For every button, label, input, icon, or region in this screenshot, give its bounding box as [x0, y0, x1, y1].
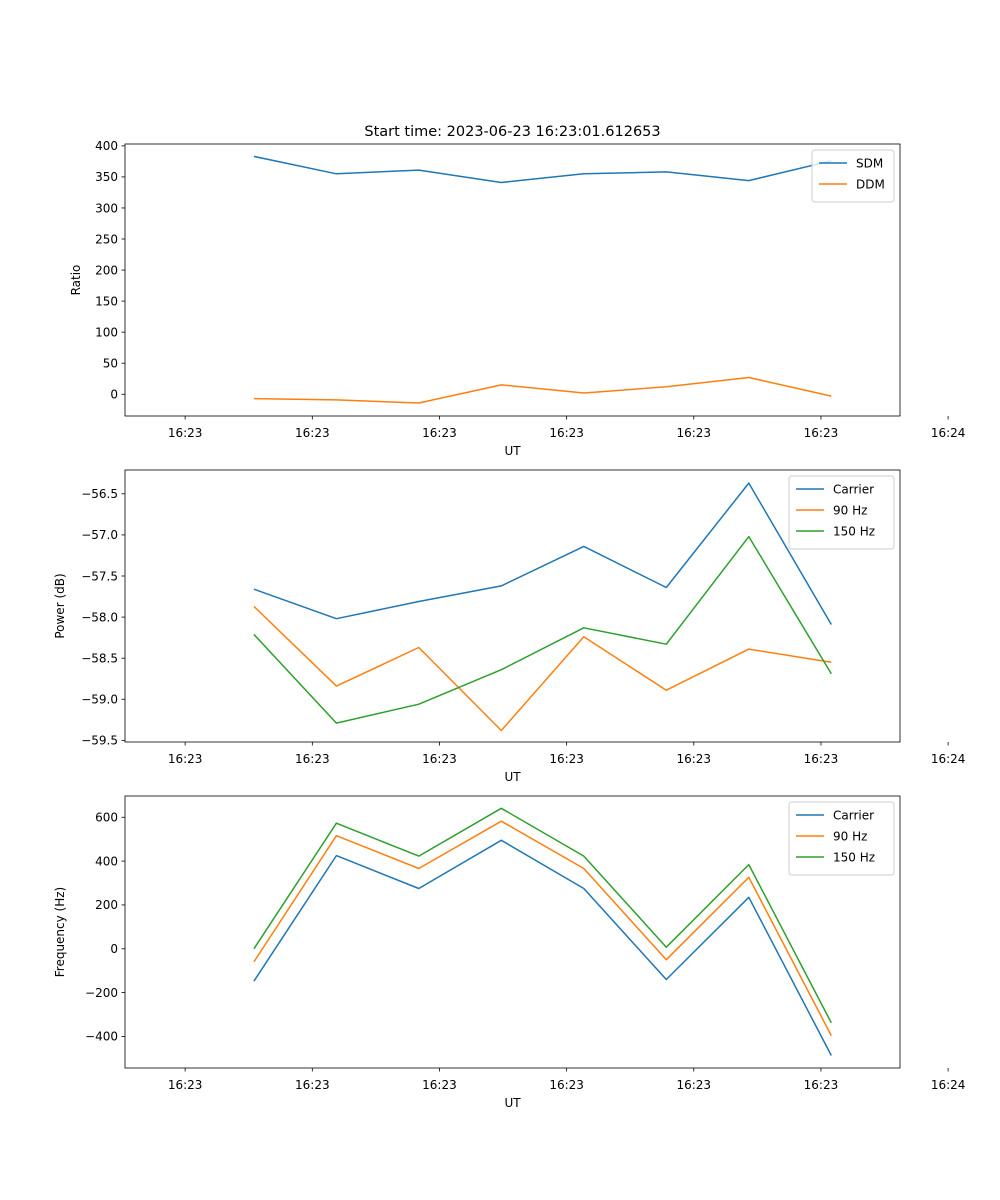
x-tick-label: 16:23	[422, 426, 457, 440]
x-tick-label: 16:23	[295, 426, 330, 440]
legend-label: DDM	[856, 178, 885, 192]
y-tick-label: −58.0	[81, 610, 118, 624]
series-line-90-hz	[253, 820, 832, 1036]
x-tick-label: 16:23	[168, 426, 203, 440]
y-axis-label: Ratio	[69, 265, 83, 296]
axes-frame	[124, 795, 901, 1069]
legend-label: 90 Hz	[833, 504, 867, 518]
x-tick-label: 16:23	[549, 1078, 584, 1092]
x-tick-label: 16:23	[549, 752, 584, 766]
figure-title: Start time: 2023-06-23 16:23:01.612653	[364, 124, 660, 140]
legend-label: Carrier	[833, 483, 874, 497]
y-tick-label: 50	[103, 357, 118, 371]
legend-label: 90 Hz	[833, 830, 867, 844]
y-tick-label: −57.0	[81, 528, 118, 542]
y-tick-label: −59.5	[81, 734, 118, 748]
y-tick-label: −59.0	[81, 693, 118, 707]
series-line-sdm	[253, 155, 832, 184]
y-tick-label: 250	[95, 232, 118, 246]
x-tick-label: 16:23	[168, 1078, 203, 1092]
series-line-90-hz	[253, 605, 832, 732]
x-tick-label: 16:23	[804, 426, 839, 440]
x-tick-label: 16:24	[931, 1078, 966, 1092]
legend-label: SDM	[856, 157, 883, 171]
y-tick-label: 200	[95, 263, 118, 277]
series-line-carrier	[253, 482, 832, 625]
y-tick-label: 0	[110, 388, 118, 402]
y-tick-label: −56.5	[81, 487, 118, 501]
x-tick-label: 16:23	[549, 426, 584, 440]
x-tick-label: 16:24	[931, 426, 966, 440]
y-tick-label: −400	[85, 1030, 118, 1044]
legend-label: Carrier	[833, 809, 874, 823]
x-tick-label: 16:23	[676, 1078, 711, 1092]
series-line-carrier	[253, 839, 832, 1056]
legend: SDM DDM	[811, 149, 895, 203]
x-tick-label: 16:23	[676, 752, 711, 766]
x-axis-label: UT	[504, 770, 521, 784]
y-tick-label: 0	[110, 942, 118, 956]
x-tick-label: 16:23	[804, 1078, 839, 1092]
power-panel: 16:23 16:23 16:23 16:23 16:23 16:23 16:24 −59.5…	[53, 469, 966, 784]
x-tick-label: 16:23	[422, 752, 457, 766]
y-tick-label: 100	[95, 325, 118, 339]
x-tick-label: 16:23	[422, 1078, 457, 1092]
y-axis-label: Frequency (Hz)	[53, 887, 67, 978]
y-tick-label: 400	[95, 854, 118, 868]
legend: Carrier 90 Hz 150 Hz	[788, 475, 895, 550]
y-tick-label: −200	[85, 986, 118, 1000]
x-tick-label: 16:23	[676, 426, 711, 440]
series-line-150-hz	[253, 807, 832, 1024]
y-tick-label: 400	[95, 139, 118, 153]
series-line-150-hz	[253, 535, 832, 724]
x-tick-label: 16:23	[295, 752, 330, 766]
x-axis-label: UT	[504, 1096, 521, 1110]
axes-frame	[124, 469, 901, 743]
x-tick-label: 16:23	[295, 1078, 330, 1092]
axes-frame	[124, 143, 901, 417]
y-tick-label: −57.5	[81, 569, 118, 583]
frequency-panel: 16:23 16:23 16:23 16:23 16:23 16:23 16:24 −400 −…	[53, 795, 966, 1110]
y-tick-label: 150	[95, 294, 118, 308]
x-tick-label: 16:23	[168, 752, 203, 766]
x-tick-label: 16:24	[931, 752, 966, 766]
y-axis-label: Power (dB)	[53, 573, 67, 638]
legend: Carrier 90 Hz 150 Hz	[788, 801, 895, 876]
y-tick-label: 200	[95, 898, 118, 912]
legend-label: 150 Hz	[833, 525, 875, 539]
series-line-ddm	[253, 376, 832, 404]
x-axis-label: UT	[504, 444, 521, 458]
y-tick-label: 350	[95, 170, 118, 184]
y-tick-label: 300	[95, 201, 118, 215]
ratio-panel: 16:23 16:23 16:23 16:23 16:23 16:23 16:24 0 50 10…	[69, 139, 965, 458]
x-tick-label: 16:23	[804, 752, 839, 766]
y-tick-label: 600	[95, 811, 118, 825]
y-tick-label: −58.5	[81, 651, 118, 665]
legend-label: 150 Hz	[833, 851, 875, 865]
